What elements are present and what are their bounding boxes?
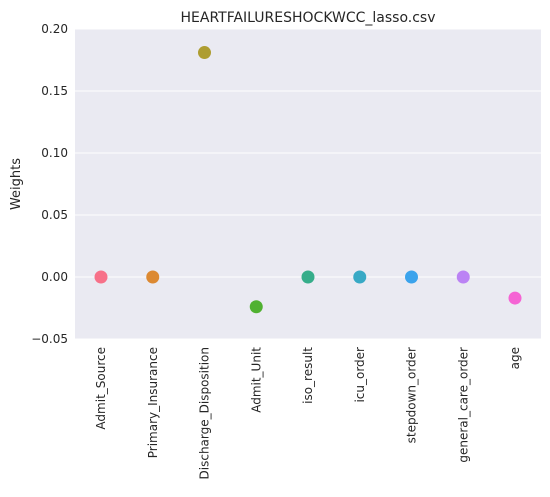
data-point bbox=[405, 270, 418, 284]
x-tick-label: icu_order bbox=[353, 347, 367, 403]
y-tick-label: 0.15 bbox=[41, 84, 68, 98]
x-tick-label: stepdown_order bbox=[405, 347, 419, 443]
data-point bbox=[456, 270, 470, 284]
x-tick-label: iso_result bbox=[301, 347, 315, 404]
x-tick-label: Discharge_Disposition bbox=[198, 347, 212, 479]
y-tick-label: 0.00 bbox=[41, 270, 68, 284]
data-point bbox=[198, 46, 211, 60]
data-point bbox=[249, 300, 263, 314]
data-point bbox=[301, 270, 315, 284]
y-tick-label: 0.05 bbox=[41, 208, 68, 222]
y-tick-label: 0.20 bbox=[41, 22, 68, 36]
x-axis: Admit_Source Primary_Insurance Discharge_D… bbox=[94, 347, 522, 480]
y-axis: −0.05 0.00 0.05 0.10 0.15 0.20 bbox=[31, 22, 68, 346]
data-point bbox=[146, 270, 160, 284]
data-point bbox=[94, 270, 108, 284]
x-tick-label: Primary_Insurance bbox=[146, 347, 160, 458]
x-tick-label: Admit_Unit bbox=[249, 347, 263, 413]
x-tick-label: general_care_order bbox=[456, 347, 470, 463]
x-tick-label: age bbox=[508, 347, 522, 369]
y-tick-label: 0.10 bbox=[41, 146, 68, 160]
data-point bbox=[508, 291, 522, 305]
data-point bbox=[353, 270, 367, 284]
y-axis-label: Weights bbox=[9, 158, 24, 210]
plot-area bbox=[75, 29, 541, 339]
chart-title: HEARTFAILURESHOCKWCC_lasso.csv bbox=[181, 10, 436, 26]
y-tick-label: −0.05 bbox=[31, 332, 68, 346]
x-tick-label: Admit_Source bbox=[94, 347, 108, 430]
data-points bbox=[94, 46, 522, 314]
